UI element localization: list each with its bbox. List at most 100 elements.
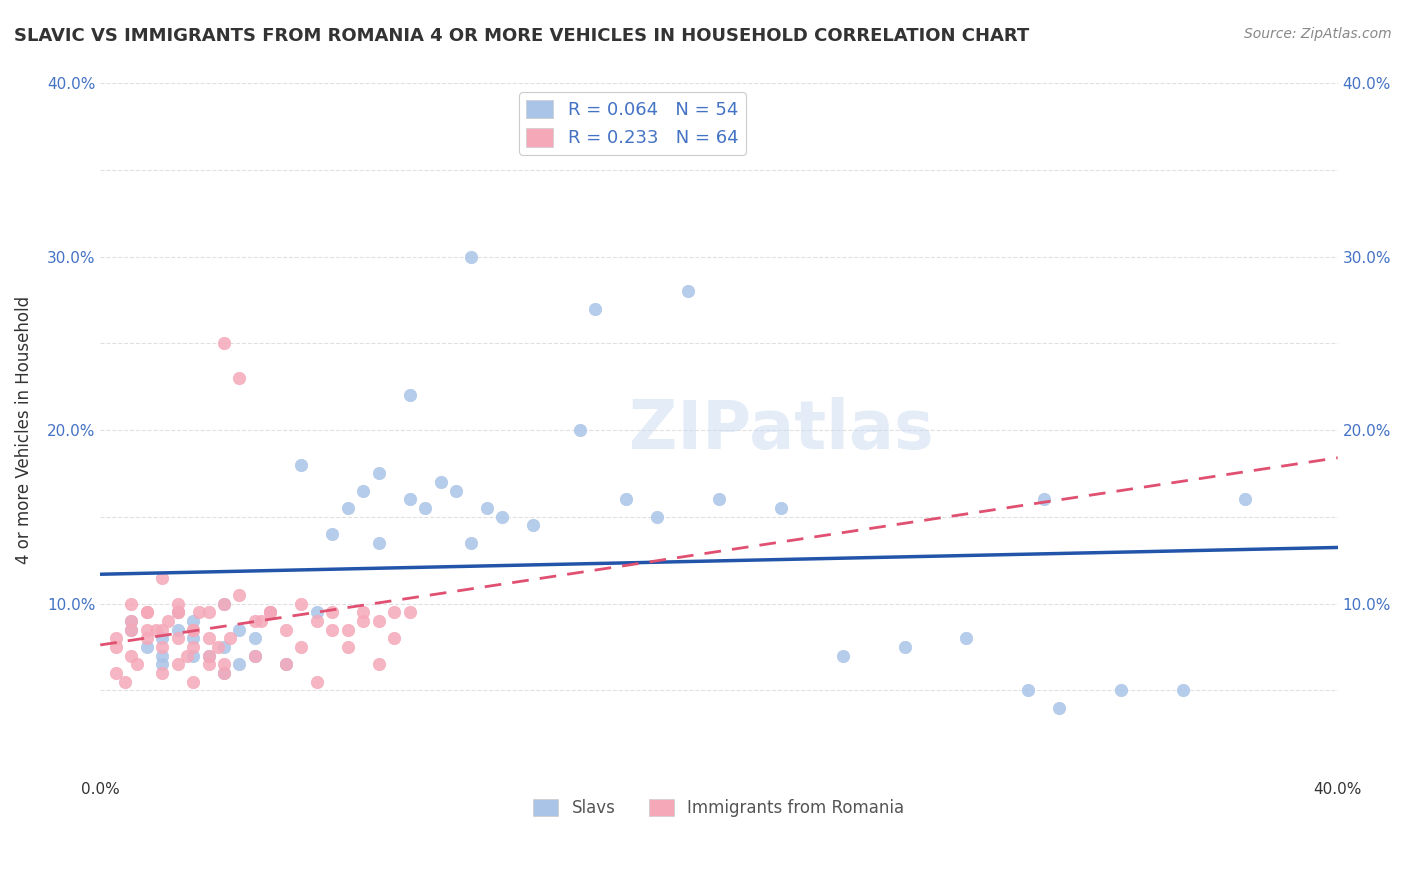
Point — [398, 492, 420, 507]
Point — [274, 657, 297, 672]
Point — [145, 623, 167, 637]
Point — [290, 597, 312, 611]
Point — [212, 657, 235, 672]
Point — [197, 657, 219, 672]
Point — [166, 605, 188, 619]
Point — [893, 640, 915, 654]
Point — [305, 605, 328, 619]
Text: Source: ZipAtlas.com: Source: ZipAtlas.com — [1244, 27, 1392, 41]
Point — [460, 250, 482, 264]
Point — [181, 674, 204, 689]
Point — [135, 631, 157, 645]
Point — [150, 665, 173, 680]
Point — [352, 483, 374, 498]
Y-axis label: 4 or more Vehicles in Household: 4 or more Vehicles in Household — [15, 296, 32, 565]
Point — [367, 467, 389, 481]
Point — [104, 640, 127, 654]
Point — [274, 657, 297, 672]
Point — [243, 648, 266, 663]
Point — [197, 648, 219, 663]
Point — [321, 527, 343, 541]
Point — [1109, 683, 1132, 698]
Point — [166, 605, 188, 619]
Point — [243, 631, 266, 645]
Point — [1171, 683, 1194, 698]
Point — [181, 623, 204, 637]
Point — [212, 597, 235, 611]
Point — [135, 605, 157, 619]
Point — [568, 423, 591, 437]
Point — [367, 614, 389, 628]
Point — [228, 371, 250, 385]
Point — [259, 605, 281, 619]
Point — [181, 623, 204, 637]
Point — [1032, 492, 1054, 507]
Point — [259, 605, 281, 619]
Point — [104, 665, 127, 680]
Point — [212, 665, 235, 680]
Point — [955, 631, 977, 645]
Point — [212, 665, 235, 680]
Point — [583, 301, 606, 316]
Point — [1233, 492, 1256, 507]
Point — [522, 518, 544, 533]
Point — [150, 631, 173, 645]
Point — [212, 640, 235, 654]
Point — [166, 605, 188, 619]
Point — [336, 623, 359, 637]
Point — [413, 501, 436, 516]
Point — [352, 605, 374, 619]
Point — [243, 614, 266, 628]
Point — [181, 631, 204, 645]
Point — [321, 605, 343, 619]
Point — [150, 570, 173, 584]
Point — [367, 536, 389, 550]
Point — [114, 674, 136, 689]
Point — [398, 605, 420, 619]
Point — [181, 640, 204, 654]
Point — [166, 597, 188, 611]
Point — [460, 536, 482, 550]
Point — [120, 623, 142, 637]
Point — [1047, 700, 1070, 714]
Point — [197, 605, 219, 619]
Point — [321, 623, 343, 637]
Text: ZIPatlas: ZIPatlas — [628, 397, 934, 463]
Point — [250, 614, 273, 628]
Legend: Slavs, Immigrants from Romania: Slavs, Immigrants from Romania — [527, 792, 911, 824]
Point — [707, 492, 730, 507]
Point — [1017, 683, 1039, 698]
Point — [367, 657, 389, 672]
Point — [135, 623, 157, 637]
Point — [166, 657, 188, 672]
Point — [150, 648, 173, 663]
Point — [769, 501, 792, 516]
Point — [398, 388, 420, 402]
Point — [212, 336, 235, 351]
Point — [228, 588, 250, 602]
Point — [176, 648, 198, 663]
Point — [157, 614, 180, 628]
Point — [831, 648, 853, 663]
Point — [150, 657, 173, 672]
Point — [181, 614, 204, 628]
Point — [120, 648, 142, 663]
Point — [382, 605, 405, 619]
Point — [382, 631, 405, 645]
Point — [181, 648, 204, 663]
Point — [228, 657, 250, 672]
Point — [135, 605, 157, 619]
Point — [120, 623, 142, 637]
Point — [120, 614, 142, 628]
Point — [336, 640, 359, 654]
Text: SLAVIC VS IMMIGRANTS FROM ROMANIA 4 OR MORE VEHICLES IN HOUSEHOLD CORRELATION CH: SLAVIC VS IMMIGRANTS FROM ROMANIA 4 OR M… — [14, 27, 1029, 45]
Point — [207, 640, 229, 654]
Point — [290, 640, 312, 654]
Point — [475, 501, 498, 516]
Point — [120, 597, 142, 611]
Point — [127, 657, 149, 672]
Point — [228, 623, 250, 637]
Point — [290, 458, 312, 472]
Point — [676, 285, 699, 299]
Point — [645, 509, 668, 524]
